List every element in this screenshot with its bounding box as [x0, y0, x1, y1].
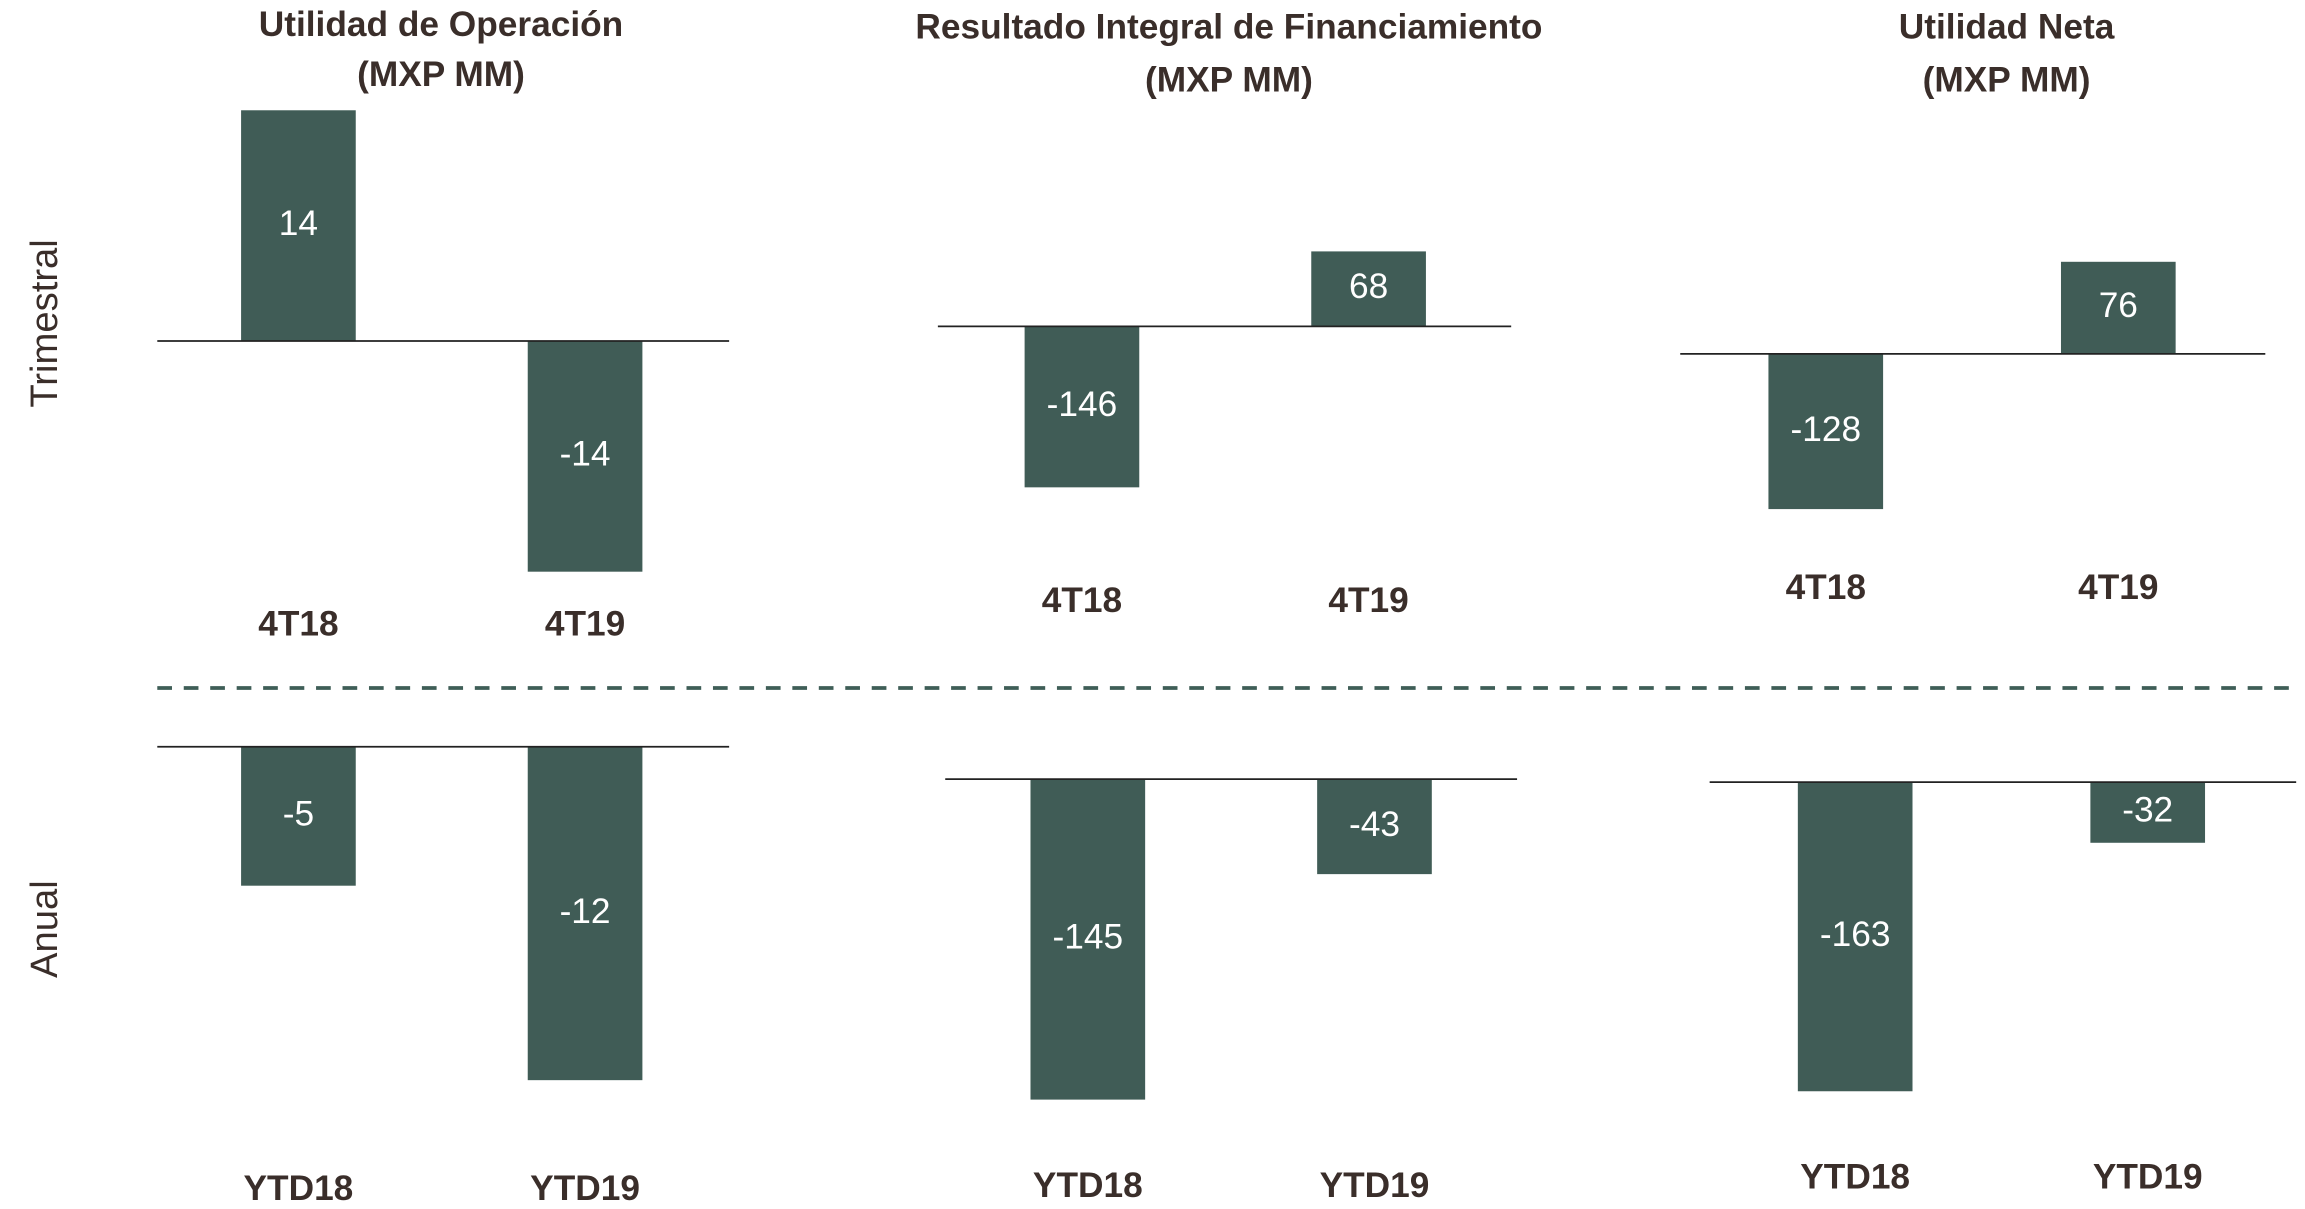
value-label: -43: [1349, 805, 1400, 844]
category-label: YTD19: [2093, 1157, 2203, 1196]
category-label: 4T19: [545, 605, 625, 644]
value-label: -14: [560, 435, 611, 474]
bar: [1768, 353, 1884, 510]
chart-subtitle: (MXP MM): [357, 55, 525, 94]
bar: [1311, 251, 1426, 327]
bar: [1797, 782, 1913, 1092]
value-label: -12: [560, 892, 611, 931]
category-label: YTD18: [1800, 1157, 1910, 1196]
value-label: -5: [283, 795, 314, 834]
bar: [527, 340, 643, 572]
category-label: 4T19: [2078, 568, 2158, 607]
category-label: 4T18: [1042, 581, 1122, 620]
bar: [1317, 779, 1432, 875]
bar: [241, 746, 356, 886]
value-label: -146: [1047, 385, 1118, 424]
bar: [1024, 326, 1140, 488]
category-label: 4T19: [1328, 581, 1408, 620]
value-label: -163: [1820, 915, 1891, 954]
value-label: 76: [2099, 286, 2138, 325]
value-label: 14: [279, 204, 318, 243]
chart-subtitle: (MXP MM): [1923, 61, 2091, 100]
category-label: 4T18: [1786, 568, 1866, 607]
bar: [1030, 779, 1146, 1100]
bar: [241, 110, 356, 341]
bar: [2060, 261, 2176, 354]
category-label: 4T18: [258, 605, 338, 644]
bar: [2090, 782, 2206, 843]
chart-title: Utilidad de Operación: [259, 5, 623, 44]
row-label: Trimestral: [23, 239, 66, 407]
chart-subtitle: (MXP MM): [1145, 61, 1313, 100]
value-label: -32: [2122, 791, 2173, 830]
category-label: YTD18: [244, 1169, 354, 1208]
category-label: YTD19: [1320, 1166, 1430, 1205]
value-label: -128: [1790, 410, 1861, 449]
chart-title: Resultado Integral de Financiamiento: [915, 8, 1542, 47]
value-label: 68: [1349, 267, 1388, 306]
bar: [527, 746, 643, 1081]
value-label: -145: [1053, 918, 1124, 957]
row-label: Anual: [23, 880, 66, 978]
category-label: YTD19: [530, 1169, 640, 1208]
category-label: YTD18: [1033, 1166, 1143, 1205]
chart-title: Utilidad Neta: [1899, 8, 2115, 47]
